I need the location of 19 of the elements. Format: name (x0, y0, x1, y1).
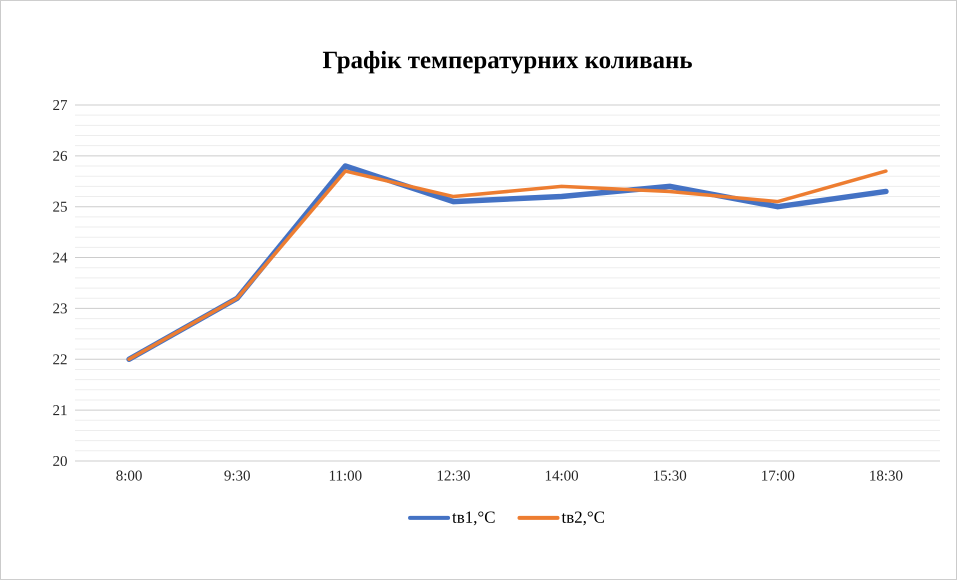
y-tick-label: 21 (53, 405, 67, 416)
y-tick-label: 23 (53, 303, 67, 314)
x-tick-label: 8:00 (116, 470, 142, 481)
y-tick-label: 25 (53, 202, 67, 212)
x-tick-label: 9:30 (224, 470, 250, 481)
x-tick-label: 17:00 (762, 470, 794, 481)
x-tick-label: 14:00 (546, 470, 578, 481)
legend-label: tв2,°C (562, 511, 604, 526)
x-tick-label: 12:30 (438, 470, 470, 481)
y-tick-label: 22 (53, 354, 67, 364)
x-tick-label: 15:30 (654, 470, 686, 481)
x-tick-label: 18:30 (870, 470, 902, 481)
y-tick-label: 20 (53, 456, 67, 466)
y-tick-label: 27 (53, 100, 68, 110)
x-tick-label: 11:00 (330, 470, 362, 481)
y-tick-label: 24 (53, 252, 68, 263)
y-tick-label: 26 (53, 150, 68, 161)
legend-label: tв1,°C (452, 511, 495, 526)
chart-title: Графік температурних коливань (322, 50, 692, 74)
